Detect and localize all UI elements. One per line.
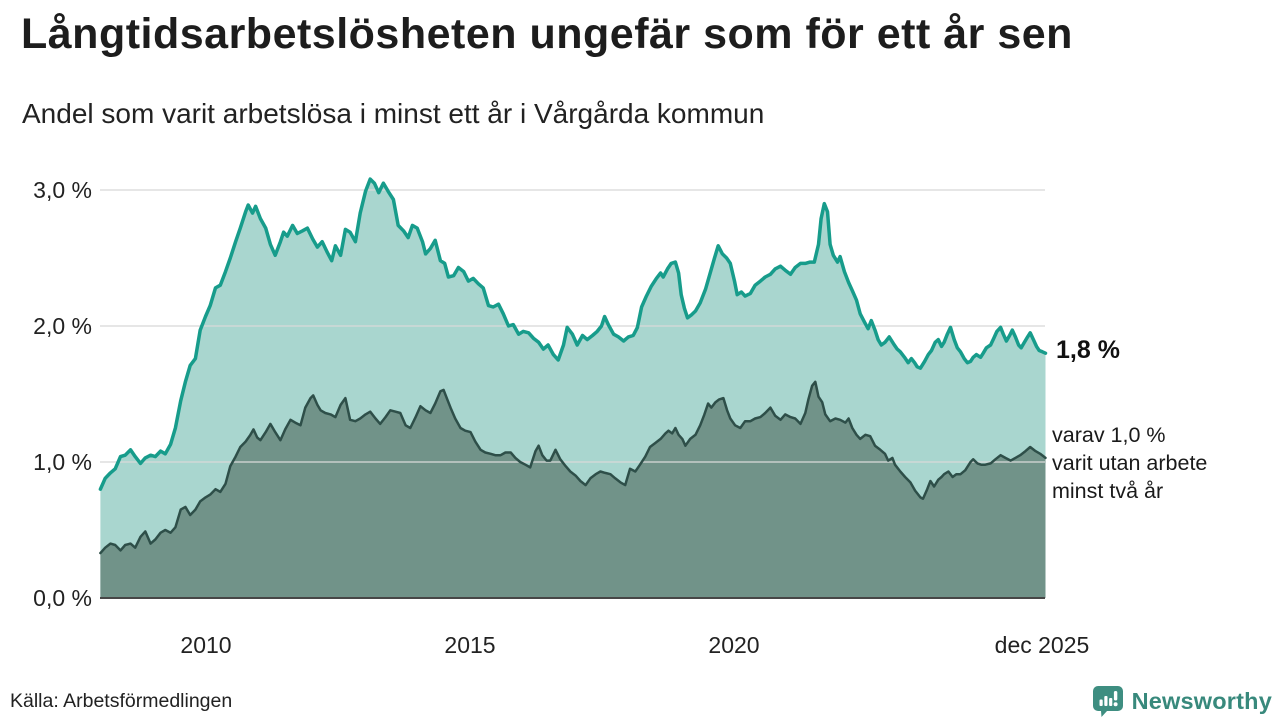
x-axis-tick-2015: 2015 xyxy=(444,632,496,658)
y-axis-tick-3: 3,0 % xyxy=(33,177,92,203)
x-axis-tick-2010: 2010 xyxy=(180,632,232,658)
page-title: Långtidsarbetslösheten ungefär som för e… xyxy=(21,10,1073,58)
source-credit: Källa: Arbetsförmedlingen xyxy=(10,690,233,712)
newsworthy-logo-icon xyxy=(1091,684,1125,718)
y-axis-tick-1: 1,0 % xyxy=(33,449,92,475)
series-end-label-two-years: varav 1,0 % varit utan arbete minst två … xyxy=(1052,421,1207,505)
annotation-line-3: minst två år xyxy=(1052,479,1164,503)
annotation-line-1: varav 1,0 % xyxy=(1052,423,1166,447)
x-axis-tick-dec-2025: dec 2025 xyxy=(994,632,1090,658)
newsworthy-logo-text: Newsworthy xyxy=(1131,687,1272,714)
y-axis-tick-2: 2,0 % xyxy=(33,313,92,339)
series-end-label-total: 1,8 % xyxy=(1056,336,1120,364)
chart-subtitle: Andel som varit arbetslösa i minst ett å… xyxy=(22,98,765,129)
y-axis-tick-0: 0,0 % xyxy=(33,585,92,611)
annotation-line-2: varit utan arbete xyxy=(1052,451,1208,475)
x-axis-tick-2020: 2020 xyxy=(708,632,760,658)
newsworthy-logo: Newsworthy xyxy=(1091,684,1272,718)
